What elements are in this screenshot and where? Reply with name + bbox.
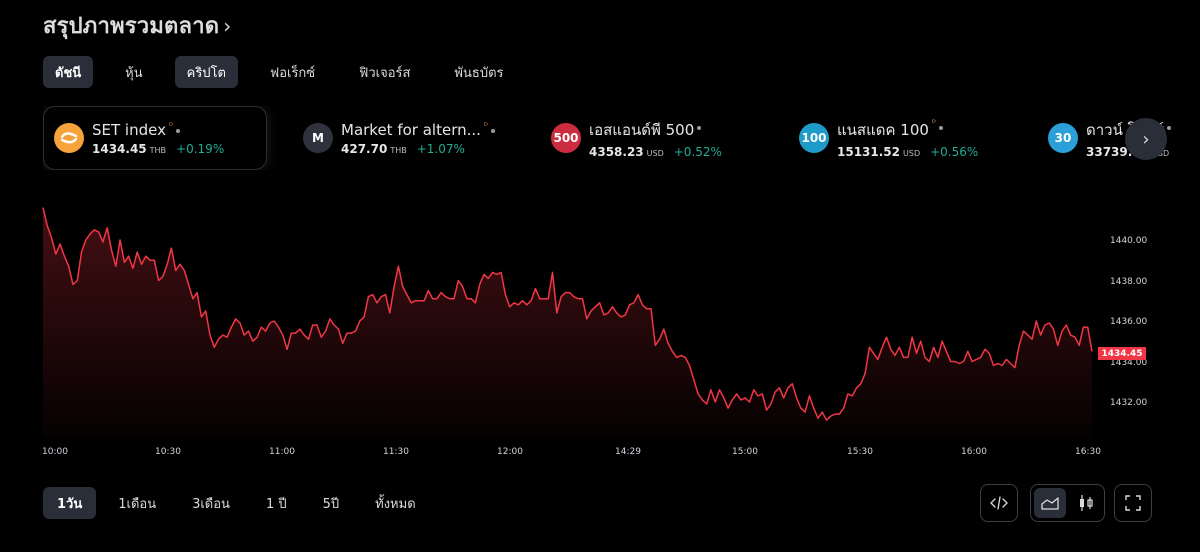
range-button[interactable]: 5ปี (322, 496, 340, 512)
y-tick-label: 1438.00 (1110, 276, 1148, 287)
ticker-currency: USD (646, 148, 664, 158)
ticker-currency: THB (390, 145, 407, 155)
market-status-icon (1166, 125, 1171, 130)
ticker-logo (54, 123, 84, 153)
set-logo-icon (60, 132, 78, 144)
ticker-change: +0.19% (176, 141, 225, 156)
market-status-icon (490, 128, 495, 133)
range-button[interactable]: 1วัน (43, 487, 97, 519)
tab-3[interactable]: ฟอเร็กซ์ (269, 65, 316, 81)
delayed-data-icon: ᴰ (483, 120, 488, 130)
x-tick-label: 10:00 (42, 447, 68, 457)
area-chart-icon (1041, 497, 1059, 510)
ticker-name: SET index (92, 120, 166, 139)
x-tick-label: 15:00 (732, 447, 758, 457)
carousel-next-button[interactable]: › (1125, 118, 1167, 160)
ticker-name: แนสแดค 100 (837, 120, 929, 139)
time-range-selector: 1วัน 1เดือน 3เดือน 1 ปี 5ปี ทั้งหมด (43, 487, 438, 519)
fullscreen-button[interactable] (1114, 484, 1152, 522)
x-tick-label: 15:30 (847, 447, 873, 457)
page-title-text: สรุปภาพรวมตลาด (43, 14, 220, 39)
delayed-data-icon: ᴰ (931, 117, 936, 127)
y-tick-label: 1436.00 (1110, 317, 1148, 327)
x-tick-label: 11:30 (383, 447, 409, 457)
delayed-data-icon: ᴰ (168, 120, 173, 130)
chevron-right-icon: › (1142, 128, 1150, 150)
x-tick-label: 11:00 (269, 447, 295, 457)
ticker-logo: 500 (551, 123, 581, 153)
tab-4[interactable]: ฟิวเจอร์ส (359, 65, 411, 81)
y-tick-label: 1434.00 (1110, 357, 1148, 368)
chart-canvas[interactable] (0, 190, 1200, 440)
market-status-icon (697, 125, 702, 130)
embed-button[interactable] (980, 484, 1018, 522)
ticker-change: +0.56% (930, 144, 979, 159)
market-status-icon (938, 125, 943, 130)
ticker-logo: M (303, 123, 333, 153)
x-tick-label: 12:00 (497, 447, 523, 457)
y-tick-label: 1432.00 (1110, 398, 1148, 408)
market-status-icon (175, 128, 180, 133)
range-button[interactable]: ทั้งหมด (375, 496, 416, 512)
range-button[interactable]: 1 ปี (265, 496, 287, 512)
ticker-price: 1434.45 (92, 141, 147, 156)
range-button[interactable]: 3เดือน (192, 496, 230, 512)
tab-1[interactable]: หุ้น (125, 65, 143, 81)
market-tabs: ดัชนี หุ้น คริปโต ฟอเร็กซ์ ฟิวเจอร์ส พันธบัตร (43, 56, 536, 88)
tab-5[interactable]: พันธบัตร (454, 65, 504, 81)
ticker-card[interactable]: M Market for altern... ᴰ 427.70 THB +1.07… (293, 106, 495, 170)
x-tick-label: 16:30 (1075, 447, 1101, 457)
tab-0[interactable]: ดัชนี (43, 56, 94, 88)
y-tick-label: 1440.00 (1110, 236, 1148, 246)
ticker-price: 4358.23 (589, 144, 644, 159)
ticker-carousel: SET index ᴰ 1434.45 THB +0.19% M Market f… (43, 106, 1200, 170)
ticker-logo: 100 (799, 123, 829, 153)
ticker-name: Market for altern... (341, 120, 481, 139)
ticker-name: เอสแอนด์พี 500 (589, 120, 695, 139)
ticker-price: 15131.52 (837, 144, 901, 159)
fullscreen-icon (1125, 495, 1141, 511)
x-tick-label: 14:29 (615, 447, 641, 457)
page-title[interactable]: สรุปภาพรวมตลาด › (43, 8, 231, 43)
price-chart[interactable]: 1440.00 1438.00 1436.00 1434.00 1432.00 1434… (0, 190, 1200, 440)
x-tick-label: 10:30 (155, 447, 181, 457)
chart-area-fill (43, 207, 1092, 438)
ticker-currency: THB (149, 145, 167, 155)
ticker-currency: USD (903, 148, 921, 158)
ticker-logo: 30 (1048, 123, 1078, 153)
ticker-price: 427.70 (341, 141, 388, 156)
last-price-tag: 1434.45 (1098, 347, 1146, 361)
ticker-change: +0.52% (673, 144, 722, 159)
chart-type-toggle (1030, 484, 1105, 522)
ticker-card[interactable]: SET index ᴰ 1434.45 THB +0.19% (43, 106, 267, 170)
range-button[interactable]: 1เดือน (118, 496, 157, 512)
area-chart-button[interactable] (1034, 488, 1066, 518)
code-embed-icon (990, 496, 1008, 510)
candlestick-chart-icon (1080, 495, 1093, 511)
ticker-card[interactable]: 500 เอสแอนด์พี 500 4358.23 USD +0.52% (541, 106, 722, 170)
ticker-card[interactable]: 100 แนสแดค 100 ᴰ 15131.52 USD +0.56% (789, 106, 978, 170)
ticker-change: +1.07% (416, 141, 465, 156)
candlestick-chart-button[interactable] (1070, 488, 1102, 518)
x-tick-label: 16:00 (961, 447, 987, 457)
chevron-right-icon: › (223, 13, 232, 38)
chart-price-line (42, 207, 1093, 421)
tab-2[interactable]: คริปโต (174, 56, 238, 88)
